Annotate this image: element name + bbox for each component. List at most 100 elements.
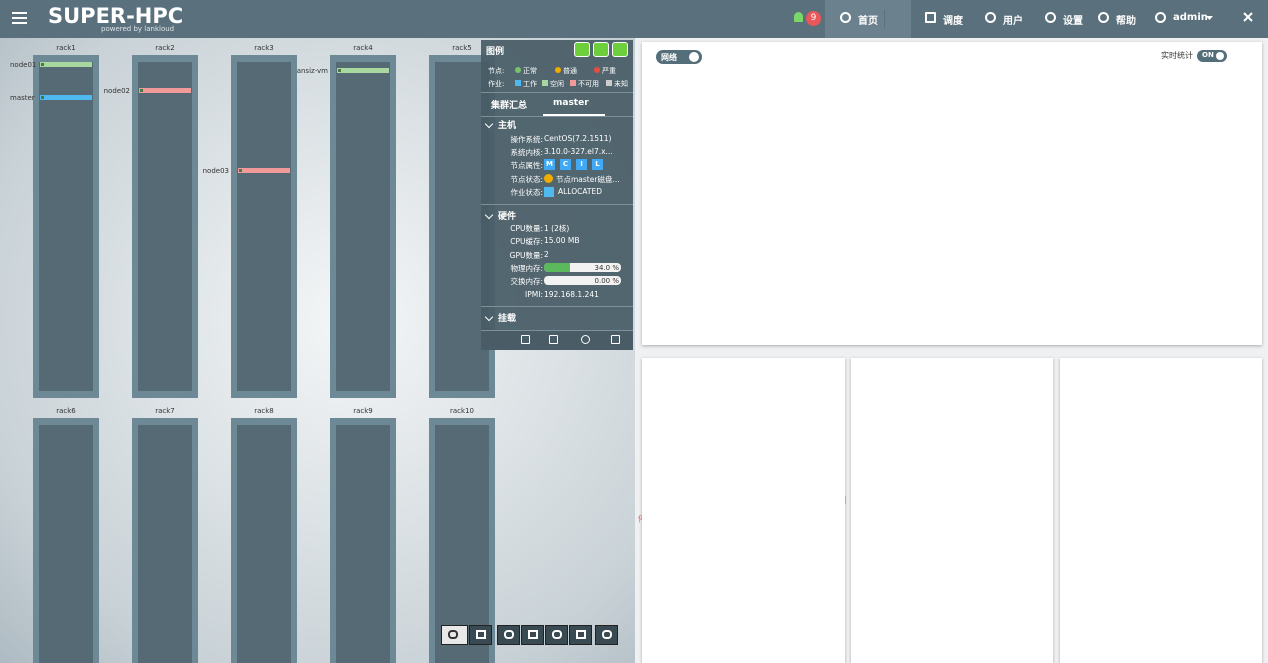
info-value: 3.10.0-327.el7.x... <box>544 147 613 157</box>
rack-label: rack10 <box>450 407 474 415</box>
footer-button[interactable] <box>521 335 530 344</box>
node-label: node02 <box>103 87 130 95</box>
rack-inner <box>237 425 291 663</box>
divider <box>481 92 633 93</box>
toolbar-icon <box>552 630 562 639</box>
nav-dropdown <box>884 10 906 28</box>
state-label: 不可用 <box>578 80 599 88</box>
progress-track <box>544 262 621 272</box>
nav-item[interactable]: admin <box>1173 12 1208 23</box>
info-key: GPU数量: <box>509 250 543 260</box>
footer-button[interactable] <box>611 335 620 344</box>
node-label: master <box>10 94 35 102</box>
node-bar[interactable] <box>40 62 92 67</box>
nav-item[interactable]: 首页 <box>858 16 878 27</box>
node-label: ansiz-vm <box>296 67 328 75</box>
state-swatch <box>606 80 612 86</box>
tab[interactable]: master <box>553 98 589 108</box>
info-value: ALLOCATED <box>558 186 603 196</box>
section-caret[interactable] <box>484 119 494 129</box>
nav-active-bg <box>825 0 911 38</box>
tab-underline <box>543 114 605 116</box>
panel-icon-button[interactable] <box>574 42 590 57</box>
rack-label: rack5 <box>452 44 472 52</box>
nav-icon[interactable] <box>1045 12 1056 23</box>
attr-badge: M <box>544 159 555 171</box>
footer-button[interactable] <box>581 335 590 344</box>
section-title[interactable]: 硬件 <box>498 212 517 222</box>
divider <box>481 204 633 205</box>
status-dot <box>544 173 553 183</box>
info-key: CPU数量: <box>510 224 543 233</box>
info-panel: 图例 节点: 作业: 正常 普通 严重 工作 空闲 不可用 未知 集群汇总 master 主机 操作系统:… <box>481 40 633 350</box>
realtime-toggle[interactable]: ON <box>1197 50 1227 62</box>
nav-icon[interactable] <box>840 12 851 23</box>
notification-badge[interactable]: 9 <box>806 11 821 26</box>
toolbar-button[interactable] <box>469 625 492 645</box>
toolbar-button[interactable] <box>545 625 568 645</box>
rack-label: rack7 <box>155 407 175 415</box>
rack-inner <box>336 62 390 391</box>
rack-inner <box>39 425 93 663</box>
nav-item[interactable]: 帮助 <box>1116 16 1136 27</box>
toolbar-button[interactable] <box>569 625 592 645</box>
state-dot <box>515 67 521 73</box>
divider <box>481 306 633 307</box>
rack-inner <box>435 425 489 663</box>
nav-item[interactable]: 设置 <box>1063 16 1083 27</box>
toolbar-button[interactable] <box>521 625 544 645</box>
state-label: 空闲 <box>550 80 564 88</box>
state-label: 严重 <box>602 67 616 75</box>
info-key: 操作系统: <box>510 135 543 144</box>
progress-label: 34.0 % <box>594 263 619 272</box>
nav-icon[interactable] <box>925 12 936 23</box>
rack-label: rack4 <box>353 44 373 52</box>
state-dot <box>594 67 600 73</box>
info-key: IPMI: <box>525 289 543 299</box>
node-bar[interactable] <box>337 68 389 73</box>
section-caret[interactable] <box>484 210 494 220</box>
attr-badge: L <box>592 159 603 171</box>
section-caret[interactable] <box>484 312 494 322</box>
tab[interactable]: 集群汇总 <box>491 101 528 111</box>
node-bar[interactable] <box>139 88 191 93</box>
state-label: 工作 <box>523 80 537 88</box>
rack-label: rack2 <box>155 44 175 52</box>
nav-icon[interactable] <box>1098 12 1109 23</box>
progress-track <box>544 276 621 286</box>
progress-label: 0.00 % <box>594 277 619 286</box>
state-swatch <box>542 80 548 86</box>
info-value: 2 <box>544 249 549 259</box>
nav-icon[interactable] <box>985 12 996 23</box>
info-key: 节点属性: <box>510 161 543 171</box>
toggle[interactable]: 网络 <box>656 50 702 64</box>
panel-icon-button[interactable] <box>593 42 609 57</box>
rack-label: rack9 <box>353 407 373 415</box>
node-bar[interactable] <box>40 95 92 100</box>
status-square <box>544 186 554 197</box>
card <box>851 358 1053 663</box>
bell-icon[interactable] <box>794 12 803 22</box>
info-key: CPU缓存: <box>510 237 543 247</box>
info-value: 节点master磁盘... <box>556 174 620 184</box>
rack-inner <box>138 425 192 663</box>
node-bar[interactable] <box>238 168 290 173</box>
rack-label: rack6 <box>56 407 76 415</box>
footer-button[interactable] <box>549 335 558 344</box>
toggle-knob <box>1216 52 1224 60</box>
toolbar-button[interactable] <box>497 625 520 645</box>
toolbar-icon <box>602 630 612 639</box>
section-title[interactable]: 主机 <box>498 121 517 131</box>
menu-icon[interactable] <box>12 12 27 14</box>
info-key: 作业状态: <box>510 187 543 197</box>
attr-badge: C <box>560 159 571 171</box>
panel-icon-button[interactable] <box>612 42 628 57</box>
toolbar-button[interactable] <box>595 625 618 645</box>
nav-item[interactable]: 调度 <box>943 16 963 27</box>
nav-icon[interactable] <box>1155 12 1166 23</box>
tab-close[interactable] <box>587 100 594 107</box>
section-title[interactable]: 挂载 <box>498 314 517 324</box>
nav-item[interactable]: 用户 <box>1003 16 1023 27</box>
state-swatch <box>570 80 576 86</box>
